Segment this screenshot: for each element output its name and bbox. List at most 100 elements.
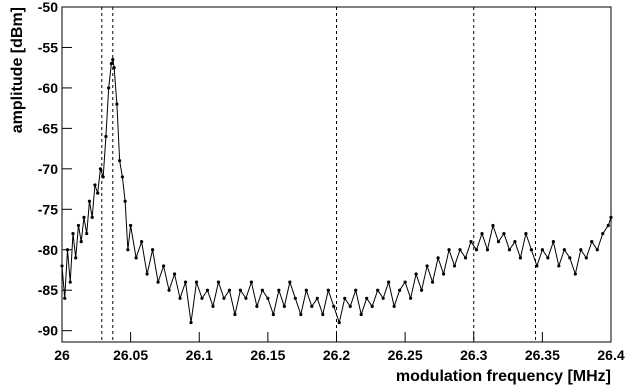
data-point bbox=[419, 288, 424, 292]
data-point bbox=[392, 304, 396, 308]
data-point bbox=[387, 280, 391, 284]
data-point bbox=[529, 248, 533, 252]
data-point bbox=[205, 288, 210, 292]
data-point bbox=[518, 256, 523, 260]
data-point bbox=[540, 248, 544, 252]
data-point bbox=[447, 248, 451, 252]
data-point bbox=[211, 304, 215, 308]
y-tick-label: -85 bbox=[38, 282, 58, 298]
data-point bbox=[370, 304, 374, 308]
data-point bbox=[480, 231, 484, 236]
data-point bbox=[216, 280, 221, 284]
y-tick-label: -70 bbox=[38, 161, 58, 177]
data-point bbox=[93, 183, 97, 187]
data-point bbox=[101, 175, 105, 179]
data-point bbox=[452, 264, 457, 268]
data-point bbox=[590, 240, 594, 244]
data-point bbox=[238, 288, 243, 292]
data-point bbox=[115, 102, 119, 106]
data-point bbox=[71, 231, 75, 236]
data-point bbox=[293, 296, 297, 300]
data-point bbox=[249, 280, 254, 284]
data-point bbox=[183, 280, 188, 284]
data-point bbox=[118, 159, 122, 163]
data-point bbox=[365, 296, 369, 300]
data-point bbox=[557, 264, 561, 268]
data-point bbox=[546, 256, 550, 260]
data-point bbox=[496, 240, 501, 244]
data-point bbox=[79, 240, 83, 244]
data-point bbox=[458, 248, 462, 252]
data-point bbox=[409, 296, 413, 300]
data-point bbox=[167, 288, 171, 292]
data-point bbox=[502, 231, 506, 236]
data-point bbox=[96, 191, 100, 195]
data-point bbox=[469, 240, 473, 244]
data-point bbox=[474, 248, 479, 252]
data-point bbox=[140, 240, 144, 244]
data-point bbox=[310, 304, 314, 308]
data-point bbox=[579, 248, 583, 252]
data-point bbox=[123, 199, 127, 203]
data-point bbox=[68, 280, 72, 284]
data-point bbox=[107, 86, 111, 90]
x-tick-label: 26.3 bbox=[460, 347, 487, 363]
data-point bbox=[491, 223, 495, 228]
data-point bbox=[573, 272, 577, 276]
data-point bbox=[343, 296, 347, 300]
data-point bbox=[398, 288, 402, 292]
data-point bbox=[104, 134, 108, 139]
x-tick-label: 26.1 bbox=[186, 347, 213, 363]
data-point bbox=[606, 223, 610, 228]
data-point bbox=[332, 304, 336, 308]
x-axis-title: modulation frequency [MHz] bbox=[396, 368, 611, 385]
data-point bbox=[172, 272, 177, 276]
data-point bbox=[194, 280, 199, 284]
data-point bbox=[430, 280, 435, 284]
data-point bbox=[109, 62, 114, 66]
data-point bbox=[288, 280, 292, 284]
data-point bbox=[112, 66, 116, 70]
data-point bbox=[403, 280, 407, 284]
data-point bbox=[150, 248, 155, 252]
data-point bbox=[244, 296, 248, 300]
data-point bbox=[436, 256, 440, 260]
data-point bbox=[129, 223, 133, 228]
data-point bbox=[535, 264, 539, 268]
data-point bbox=[266, 296, 270, 300]
data-point bbox=[227, 288, 232, 292]
data-point bbox=[337, 320, 341, 325]
data-point bbox=[359, 312, 363, 317]
data-point bbox=[255, 304, 259, 308]
data-point bbox=[562, 248, 566, 252]
data-point bbox=[189, 320, 193, 325]
data-point bbox=[277, 288, 281, 292]
data-point bbox=[485, 248, 490, 252]
data-point bbox=[376, 288, 380, 292]
y-axis-title: amplitude [dBm] bbox=[9, 7, 26, 133]
data-point bbox=[524, 231, 528, 236]
data-point bbox=[145, 272, 149, 276]
data-point bbox=[551, 240, 555, 244]
data-point bbox=[90, 215, 94, 219]
data-point bbox=[74, 256, 78, 260]
data-point bbox=[609, 215, 613, 219]
x-tick-label: 26.2 bbox=[323, 347, 350, 363]
data-point bbox=[200, 296, 204, 300]
data-point bbox=[134, 256, 138, 260]
y-tick-label: -60 bbox=[38, 80, 58, 96]
data-point bbox=[271, 312, 275, 317]
y-tick-label: -55 bbox=[38, 39, 58, 55]
data-point bbox=[595, 248, 599, 252]
data-point bbox=[222, 296, 226, 300]
data-point bbox=[161, 264, 166, 268]
data-point bbox=[156, 280, 160, 284]
y-tick-label: -75 bbox=[38, 201, 58, 217]
data-point bbox=[87, 199, 92, 203]
y-tick-label: -50 bbox=[38, 0, 58, 15]
data-point bbox=[507, 248, 512, 252]
data-point bbox=[111, 57, 115, 62]
x-tick-label: 26.05 bbox=[113, 347, 148, 363]
data-point bbox=[85, 231, 89, 236]
data-point bbox=[381, 296, 385, 300]
